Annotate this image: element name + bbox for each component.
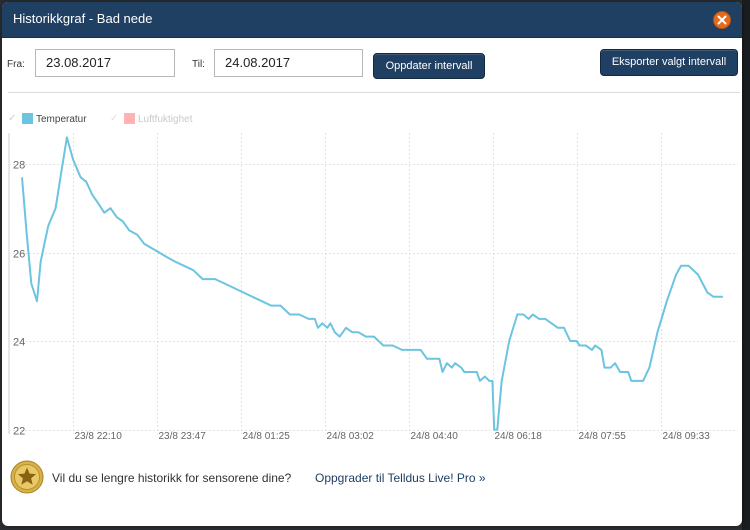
legend-swatch-humidity — [124, 113, 135, 124]
history-graph-dialog: Historikkgraf - Bad nede Fra: 23.08.2017… — [2, 2, 742, 526]
star-icon — [10, 460, 44, 494]
to-date-input[interactable]: 24.08.2017 — [214, 49, 363, 77]
legend-label-humidity: Luftfuktighet — [138, 114, 193, 125]
x-tick-label: 24/8 07:55 — [579, 431, 627, 442]
from-date-input[interactable]: 23.08.2017 — [35, 49, 175, 77]
series-line-temperature — [21, 136, 723, 431]
title-bar: Historikkgraf - Bad nede — [2, 2, 742, 38]
x-tick-label: 24/8 06:18 — [495, 431, 543, 442]
x-tick-label: 24/8 01:25 — [243, 431, 291, 442]
y-tick-label: 24 — [13, 337, 25, 349]
backdrop — [742, 0, 750, 530]
upgrade-question: Vil du se lengre historikk for sensorene… — [52, 471, 292, 485]
legend-swatch-temperature — [22, 113, 33, 124]
upgrade-link[interactable]: Oppgrader til Telldus Live! Pro » — [315, 471, 486, 485]
from-label: Fra: — [7, 59, 25, 70]
to-label: Til: — [192, 59, 205, 70]
x-tick-label: 23/8 22:10 — [75, 431, 123, 442]
checkmark-icon: ✓ — [110, 113, 119, 124]
dialog-title: Historikkgraf - Bad nede — [13, 11, 153, 26]
update-interval-button[interactable]: Oppdater intervall — [373, 53, 485, 79]
y-tick-label: 22 — [13, 426, 25, 438]
y-tick-label: 28 — [13, 160, 25, 172]
export-interval-button[interactable]: Eksporter valgt intervall — [600, 49, 738, 76]
close-icon — [717, 15, 727, 25]
legend-item-temperature[interactable]: ✓ Temperatur — [8, 112, 98, 126]
legend-item-humidity[interactable]: ✓ Luftfuktighet — [110, 112, 210, 126]
x-tick-label: 24/8 03:02 — [327, 431, 375, 442]
toolbar-divider — [8, 92, 740, 93]
close-button[interactable] — [713, 11, 731, 29]
checkmark-icon: ✓ — [8, 113, 17, 124]
x-tick-label: 24/8 09:33 — [663, 431, 711, 442]
legend-label-temperature: Temperatur — [36, 114, 87, 125]
x-tick-label: 23/8 23:47 — [159, 431, 207, 442]
x-tick-label: 24/8 04:40 — [411, 431, 459, 442]
y-tick-label: 26 — [13, 249, 25, 261]
pro-star-badge — [10, 460, 44, 499]
temperature-chart: 22 24 26 28 23/8 22:10 23/8 23:47 24/8 01:25 24… — [8, 133, 738, 442]
